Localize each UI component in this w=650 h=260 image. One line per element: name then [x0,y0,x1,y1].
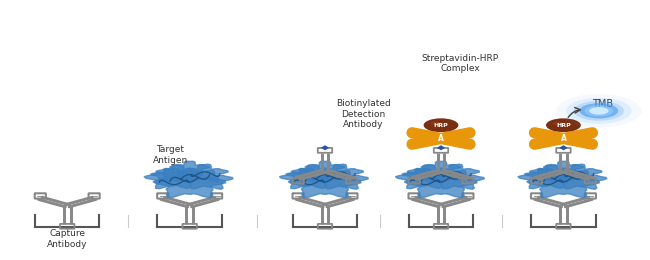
Polygon shape [286,168,322,182]
Circle shape [424,118,458,132]
Polygon shape [305,161,344,176]
Circle shape [546,118,581,132]
Polygon shape [170,161,209,176]
Polygon shape [288,171,361,198]
Polygon shape [407,165,450,181]
Circle shape [580,103,618,119]
Circle shape [553,121,564,126]
Polygon shape [153,171,226,198]
Polygon shape [526,171,599,198]
Polygon shape [556,170,607,189]
Polygon shape [432,164,480,182]
Circle shape [589,107,608,115]
Text: Streptavidin-HRP
Complex: Streptavidin-HRP Complex [422,54,499,73]
Polygon shape [518,168,572,189]
Polygon shape [434,170,484,189]
Polygon shape [554,164,602,182]
Polygon shape [280,168,333,189]
Polygon shape [321,145,329,150]
Polygon shape [404,171,477,198]
Circle shape [585,105,613,116]
Text: Target
Antigen: Target Antigen [153,145,188,165]
Circle shape [556,94,642,128]
Text: Capture
Antibody: Capture Antibody [47,229,88,249]
Polygon shape [437,145,445,150]
Polygon shape [525,168,560,182]
Polygon shape [529,165,573,181]
Circle shape [574,101,624,121]
Circle shape [566,98,632,124]
Text: Biotinylated
Detection
Antibody: Biotinylated Detection Antibody [336,100,391,129]
Polygon shape [317,164,363,182]
Text: HRP: HRP [556,123,571,128]
Text: A: A [560,134,566,143]
Text: TMB: TMB [592,99,613,109]
Text: A: A [438,134,444,143]
Polygon shape [182,170,233,189]
Polygon shape [421,161,461,176]
Polygon shape [395,168,450,189]
Polygon shape [318,170,369,189]
Circle shape [430,121,441,126]
Text: HRP: HRP [434,123,448,128]
Polygon shape [155,165,199,181]
Polygon shape [291,165,335,181]
Polygon shape [151,168,187,182]
Polygon shape [543,161,583,176]
Polygon shape [559,145,567,150]
Polygon shape [181,164,228,182]
Polygon shape [144,168,198,189]
Polygon shape [402,168,438,182]
